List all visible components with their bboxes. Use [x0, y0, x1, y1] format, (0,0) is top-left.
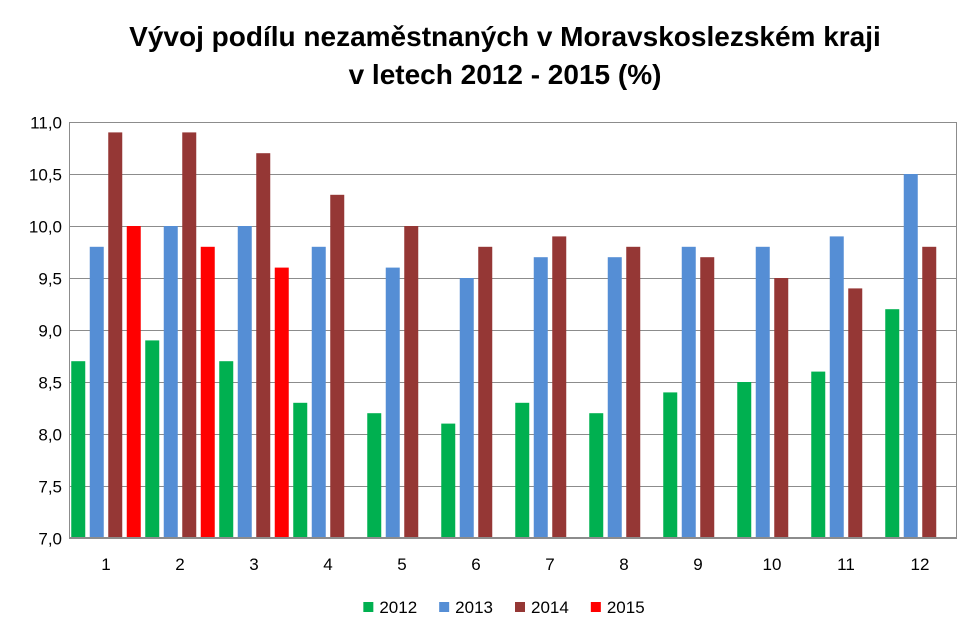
bar	[478, 246, 493, 539]
axes: 7,07,58,08,59,09,510,010,511,01 2 3 4 5 6 7 8 9 1…	[29, 114, 957, 574]
bar	[163, 226, 178, 538]
x-tick-label: 7	[545, 555, 554, 574]
x-tick-label: 8	[619, 555, 628, 574]
bar	[126, 226, 141, 538]
bar	[385, 267, 400, 538]
legend-swatch	[515, 602, 525, 612]
bar	[441, 423, 456, 538]
bar	[219, 361, 234, 538]
bar	[200, 246, 215, 539]
bar	[626, 246, 641, 539]
chart-title-line-2: v letech 2012 - 2015 (%)	[348, 59, 662, 90]
y-tick-label: 7,0	[38, 530, 62, 549]
plot-area-border	[69, 122, 957, 538]
bar	[700, 257, 715, 538]
bar	[663, 392, 678, 538]
x-tick-label: 2	[175, 555, 184, 574]
bar	[182, 132, 197, 538]
bar	[293, 402, 308, 538]
bar	[589, 413, 604, 538]
y-tick-label: 8,5	[38, 374, 62, 393]
y-tick-label: 9,5	[38, 270, 62, 289]
x-tick-label: 10	[763, 555, 782, 574]
bar	[145, 340, 160, 538]
bar	[89, 246, 104, 539]
y-tick-label: 10,5	[29, 166, 62, 185]
y-tick-label: 10,0	[29, 218, 62, 237]
bar	[922, 246, 937, 539]
chart-title-line-1: Vývoj podílu nezaměstnaných v Moravskosl…	[129, 21, 881, 52]
legend-swatch	[363, 602, 374, 612]
bar	[237, 226, 252, 538]
gridlines	[69, 122, 957, 539]
bar	[459, 278, 474, 538]
bar	[274, 267, 289, 538]
legend-label: 2013	[455, 598, 493, 617]
x-tick-label: 1	[101, 555, 110, 574]
bar	[737, 382, 752, 538]
legend: 2012 2013 2014 2015	[363, 598, 645, 617]
legend-swatch	[439, 602, 450, 612]
legend-label: 2012	[379, 598, 417, 617]
bar	[848, 288, 863, 538]
bar	[404, 226, 419, 538]
bar	[367, 413, 382, 538]
x-tick-label: 3	[249, 555, 258, 574]
bar	[108, 132, 123, 538]
legend-label: 2015	[607, 598, 645, 617]
bar	[330, 194, 345, 539]
bar	[774, 278, 789, 538]
bar	[681, 246, 696, 539]
x-tick-label: 11	[837, 555, 855, 574]
chart-title: Vývoj podílu nezaměstnaných v Moravskosl…	[0, 18, 980, 94]
y-tick-label: 7,5	[38, 478, 62, 497]
legend-swatch	[590, 602, 601, 612]
bar	[533, 257, 548, 538]
bar	[811, 371, 826, 538]
bar	[71, 361, 86, 538]
bars	[71, 132, 937, 539]
bar	[552, 236, 567, 538]
y-tick-label: 11,0	[30, 114, 62, 133]
x-tick-label: 12	[911, 555, 930, 574]
y-tick-label: 8,0	[38, 426, 62, 445]
legend-label: 2014	[531, 598, 569, 617]
bar	[829, 236, 844, 538]
x-tick-label: 9	[693, 555, 702, 574]
x-tick-label: 6	[471, 555, 480, 574]
bar	[885, 309, 900, 538]
bar	[515, 402, 530, 538]
bar	[607, 257, 622, 538]
y-tick-label: 9,0	[38, 322, 62, 341]
bar	[903, 174, 918, 538]
bar	[755, 246, 770, 539]
bar	[311, 246, 326, 539]
x-tick-label: 5	[397, 555, 406, 574]
x-tick-label: 4	[323, 555, 332, 574]
bar	[256, 153, 271, 538]
